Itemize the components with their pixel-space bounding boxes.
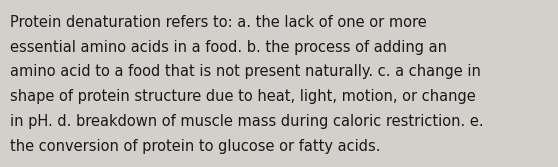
Text: shape of protein structure due to heat, light, motion, or change: shape of protein structure due to heat, … [10,89,476,104]
Text: essential amino acids in a food. b. the process of adding an: essential amino acids in a food. b. the … [10,40,447,55]
Text: amino acid to a food that is not present naturally. c. a change in: amino acid to a food that is not present… [10,64,481,79]
Text: the conversion of protein to glucose or fatty acids.: the conversion of protein to glucose or … [10,139,381,154]
Text: in pH. d. breakdown of muscle mass during caloric restriction. e.: in pH. d. breakdown of muscle mass durin… [10,114,484,129]
Text: Protein denaturation refers to: a. the lack of one or more: Protein denaturation refers to: a. the l… [10,15,427,30]
